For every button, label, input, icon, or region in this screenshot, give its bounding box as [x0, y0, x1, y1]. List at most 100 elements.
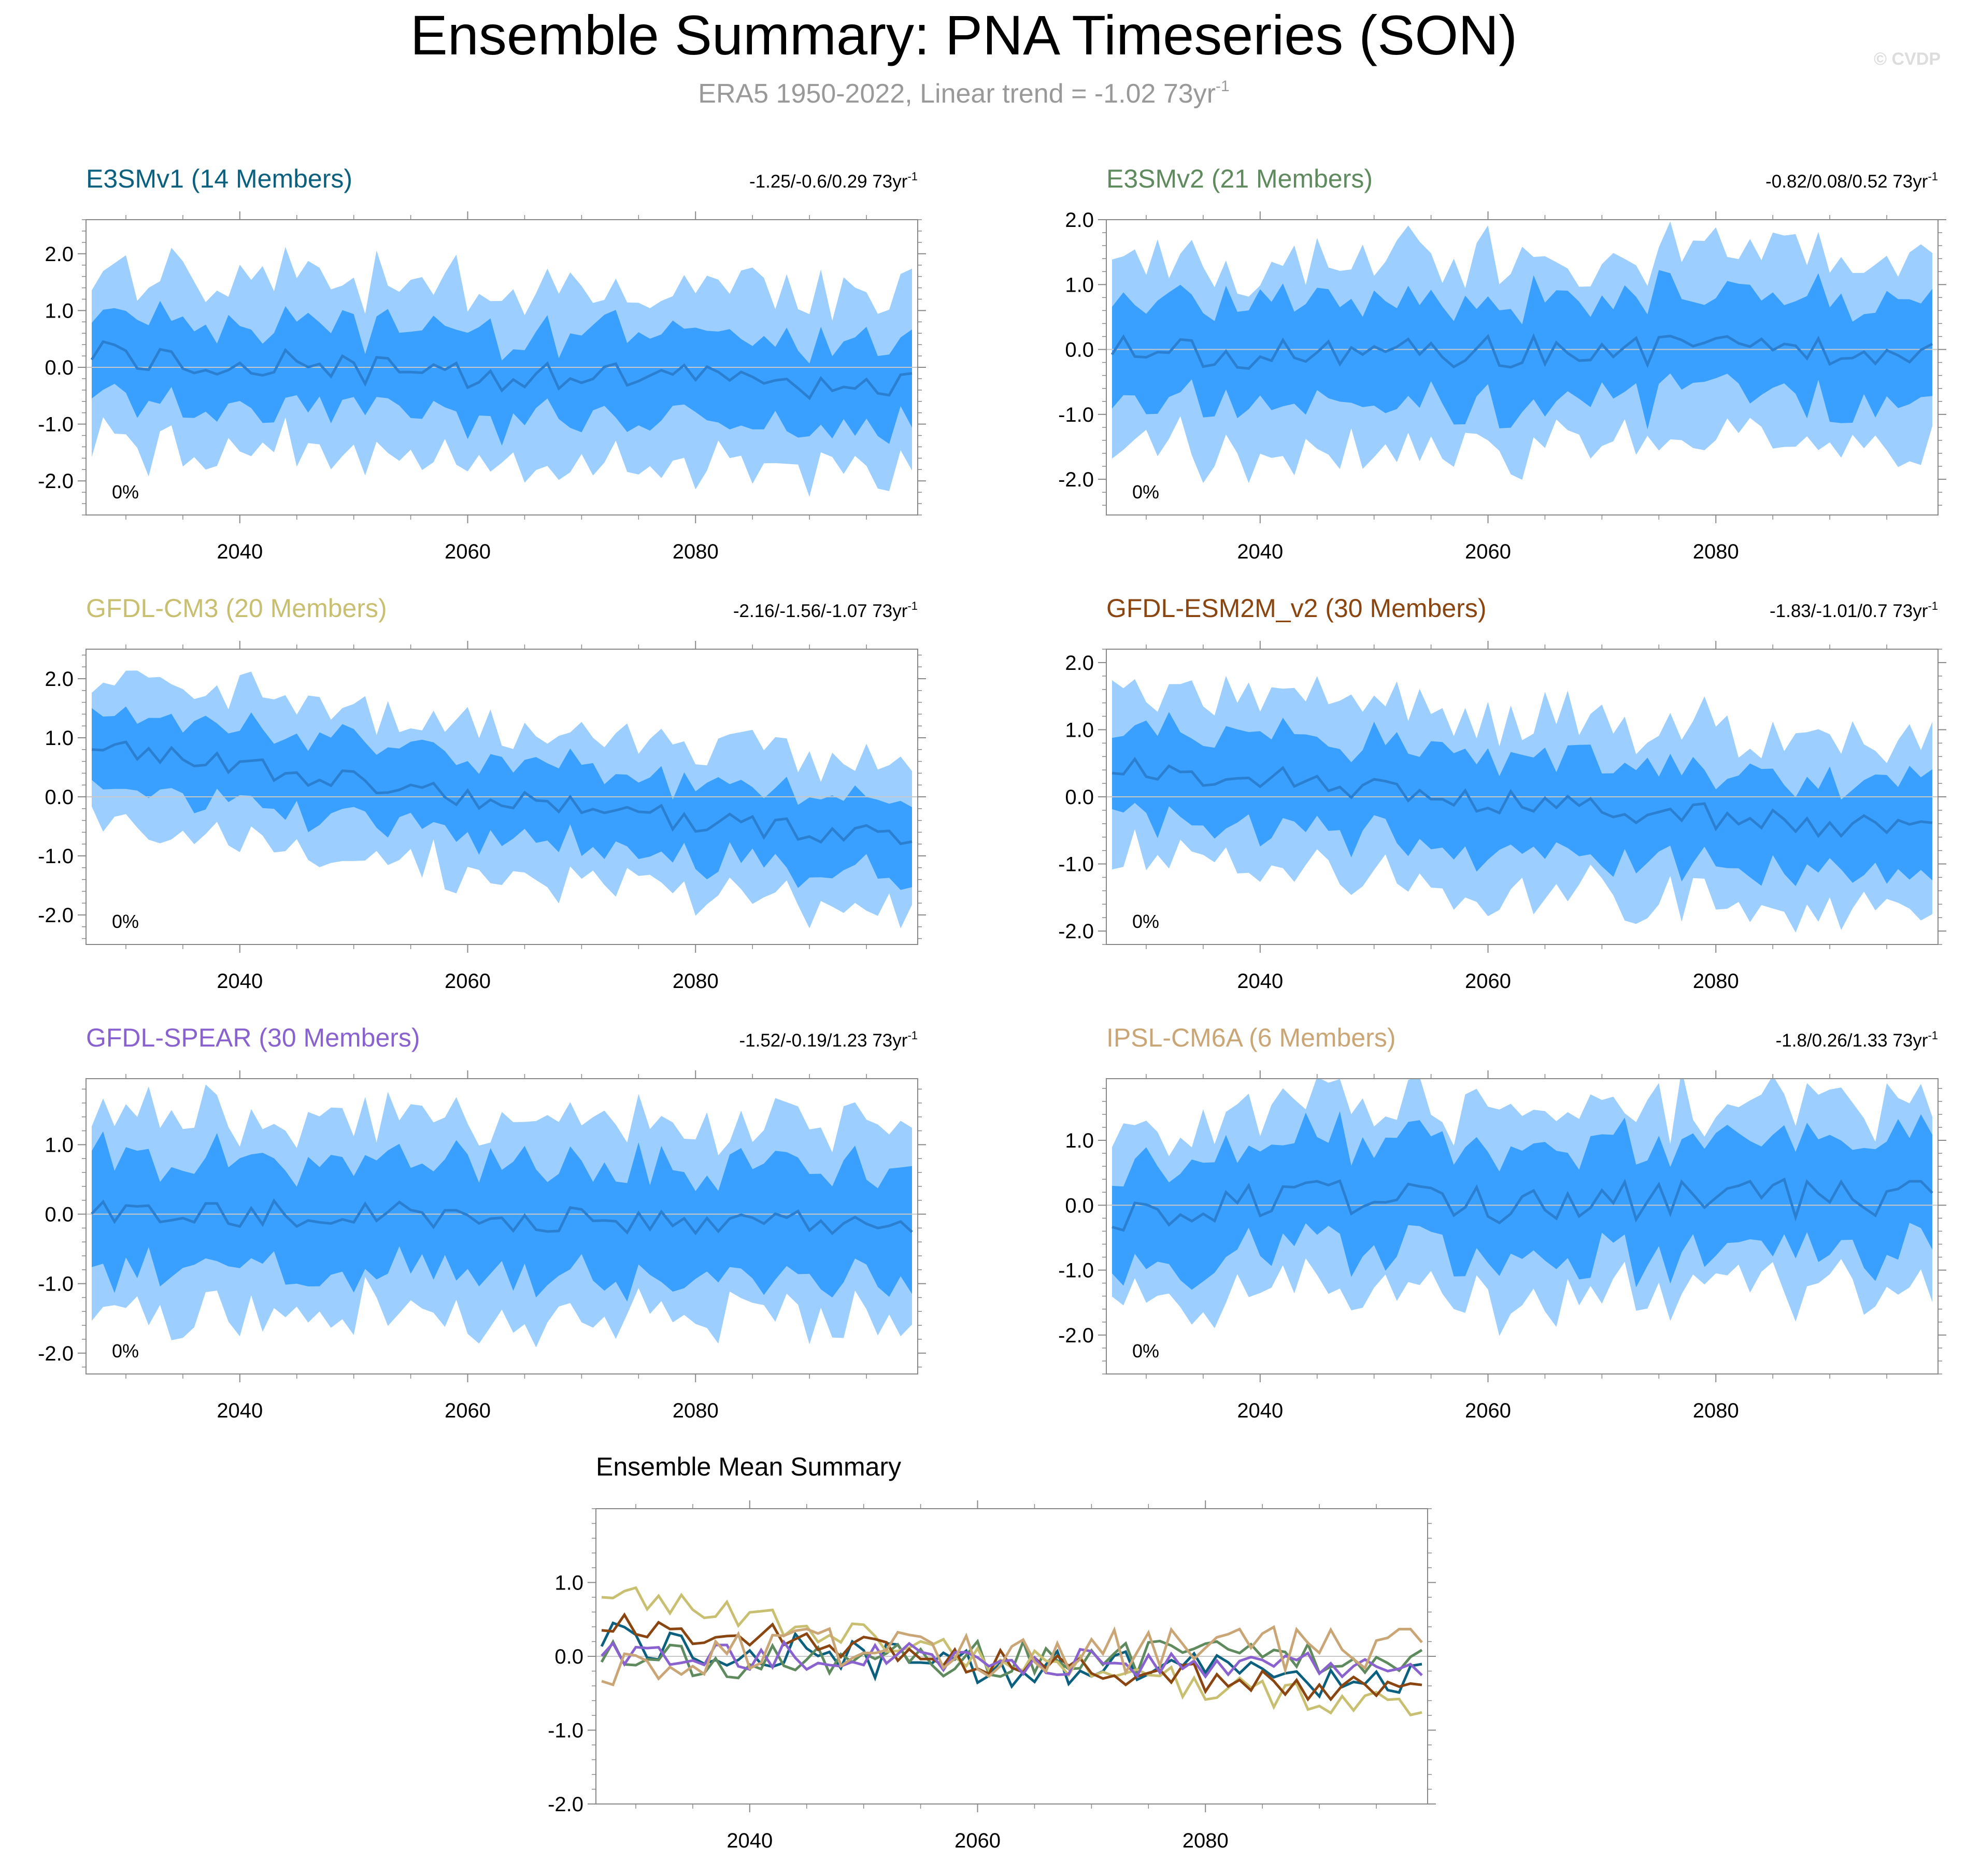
plot-area	[1106, 1079, 1938, 1336]
trend-sup: -1	[907, 1029, 918, 1042]
panel-title: E3SMv2 (21 Members)	[1106, 164, 1373, 193]
y-tick-label: 2.0	[1065, 209, 1094, 232]
ensemble-mean-line	[90, 340, 913, 400]
x-tick-label: 2040	[217, 1399, 263, 1422]
cvdp-watermark: © CVDP	[1874, 49, 1941, 69]
y-tick-label: -1.0	[548, 1720, 583, 1742]
trend-sup: -1	[1928, 1029, 1938, 1042]
percent-label: 0%	[1132, 911, 1159, 932]
figure-subtitle: ERA5 1950-2022, Linear trend = -1.02 73y…	[698, 78, 1229, 109]
x-tick-label: 2060	[445, 970, 491, 993]
plot-area	[86, 1084, 918, 1348]
trend-text: -1.52/-0.19/1.23 73yr	[739, 1030, 908, 1051]
y-tick-label: 2.0	[45, 243, 74, 266]
x-tick-label: 2060	[445, 540, 491, 563]
x-tick-label: 2080	[1693, 540, 1739, 563]
y-tick-label: 1.0	[1065, 719, 1094, 741]
trend-sup: -1	[907, 170, 918, 183]
x-tick-label: 2060	[954, 1829, 1001, 1852]
x-tick-label: 2040	[217, 540, 263, 563]
trend-sup: -1	[907, 599, 918, 612]
y-tick-label: -2.0	[1058, 1324, 1094, 1347]
y-tick-label: -2.0	[38, 1342, 74, 1365]
inner-range-band	[92, 706, 912, 890]
y-tick-label: -1.0	[1058, 404, 1094, 426]
mean-series-e3smv2	[600, 1638, 1423, 1680]
inner-range-band	[92, 1131, 912, 1302]
mean-series-ipsl-cm6a	[601, 1625, 1423, 1687]
ensemble-mean-line	[91, 740, 913, 846]
panel-e3smv1: E3SMv1 (14 Members) -1.25/-0.6/0.29 73yr-…	[38, 164, 926, 563]
ensemble-mean-line	[1110, 333, 1933, 370]
plot-frame	[1106, 1078, 1939, 1374]
subtitle-text: ERA5 1950-2022, Linear trend = -1.02 73y…	[698, 79, 1216, 109]
y-tick-label: 2.0	[45, 668, 74, 691]
panel-gfdl-cm3: GFDL-CM3 (20 Members) -2.16/-1.56/-1.07 7…	[38, 594, 926, 993]
ensemble-mean-line	[1112, 1177, 1933, 1232]
plot-area	[1106, 221, 1938, 483]
y-tick-label: 0.0	[1065, 339, 1094, 362]
y-tick-label: -1.0	[38, 1273, 74, 1296]
x-tick-label: 2080	[673, 970, 719, 993]
percent-label: 0%	[112, 481, 139, 503]
plot-area	[1106, 676, 1938, 933]
percent-label: 0%	[112, 1340, 139, 1362]
inner-range-band	[92, 300, 912, 446]
x-tick-label: 2060	[1465, 970, 1511, 993]
trend-text: -1.83/-1.01/0.7 73yr	[1770, 601, 1928, 621]
trend-text: -1.25/-0.6/0.29 73yr	[749, 171, 908, 192]
ensemble-mean-line	[91, 1198, 913, 1236]
panel-ensemble-mean-summary: Ensemble Mean Summary 1.0 0.0 -1.0 -2.0 2040 2…	[548, 1452, 1436, 1852]
x-tick-label: 2040	[1237, 970, 1283, 993]
percent-label: 0%	[1132, 481, 1159, 503]
ensemble-mean-line	[1112, 756, 1933, 838]
y-tick-label: 1.0	[45, 299, 74, 322]
x-tick-label: 2040	[1237, 1399, 1283, 1422]
figure-title: Ensemble Summary: PNA Timeseries (SON)	[410, 4, 1518, 66]
y-tick-label: 0.0	[45, 356, 74, 379]
trend-label: -1.25/-0.6/0.29 73yr-1	[749, 170, 918, 192]
y-tick-label: 0.0	[554, 1645, 583, 1668]
x-tick-label: 2060	[1465, 1399, 1511, 1422]
y-tick-label: -2.0	[38, 470, 74, 493]
trend-label: -2.16/-1.56/-1.07 73yr-1	[733, 599, 918, 621]
x-tick-label: 2080	[673, 1399, 719, 1422]
x-tick-label: 2080	[673, 540, 719, 563]
panel-title: GFDL-SPEAR (30 Members)	[86, 1023, 420, 1052]
panel-title: E3SMv1 (14 Members)	[86, 164, 352, 193]
y-tick-label: -2.0	[1058, 920, 1094, 943]
panel-gfdl-spear: GFDL-SPEAR (30 Members) -1.52/-0.19/1.23 …	[38, 1023, 926, 1422]
trend-label: -1.52/-0.19/1.23 73yr-1	[739, 1029, 918, 1051]
panel-gfdl-esm2m_v2: GFDL-ESM2M_v2 (30 Members) -1.83/-1.01/0.…	[1058, 594, 1946, 993]
mean-series-gfdl-spear	[601, 1639, 1423, 1679]
y-tick-label: -2.0	[38, 904, 74, 927]
trend-label: -0.82/0.08/0.52 73yr-1	[1765, 170, 1938, 192]
inner-range-band	[1112, 1111, 1932, 1290]
y-tick-label: -1.0	[38, 845, 74, 868]
y-tick-label: 1.0	[1065, 274, 1094, 296]
y-tick-label: 1.0	[1065, 1129, 1094, 1152]
trend-sup: -1	[1928, 599, 1938, 612]
x-tick-label: 2080	[1693, 1399, 1739, 1422]
y-tick-label: -1.0	[1058, 853, 1094, 876]
trend-text: -2.16/-1.56/-1.07 73yr	[733, 601, 908, 621]
panel-ipsl-cm6a: IPSL-CM6A (6 Members) -1.8/0.26/1.33 73yr…	[1058, 1023, 1946, 1422]
panel-title: Ensemble Mean Summary	[596, 1452, 901, 1481]
x-tick-label: 2060	[1465, 540, 1511, 563]
x-tick-label: 2040	[726, 1829, 773, 1852]
y-tick-label: 1.0	[45, 1134, 74, 1156]
y-tick-label: 2.0	[1065, 652, 1094, 675]
subtitle-sup: -1	[1216, 78, 1230, 95]
y-tick-label: 0.0	[45, 786, 74, 809]
trend-sup: -1	[1928, 170, 1938, 183]
y-tick-label: -2.0	[1058, 468, 1094, 491]
x-tick-label: 2040	[1237, 540, 1283, 563]
percent-label: 0%	[112, 911, 139, 932]
y-tick-label: -1.0	[38, 413, 74, 436]
panel-title: IPSL-CM6A (6 Members)	[1106, 1023, 1395, 1052]
y-tick-label: 0.0	[1065, 786, 1094, 809]
inner-range-band	[1112, 712, 1932, 886]
y-tick-label: 0.0	[45, 1204, 74, 1226]
trend-text: -0.82/0.08/0.52 73yr	[1765, 171, 1928, 192]
